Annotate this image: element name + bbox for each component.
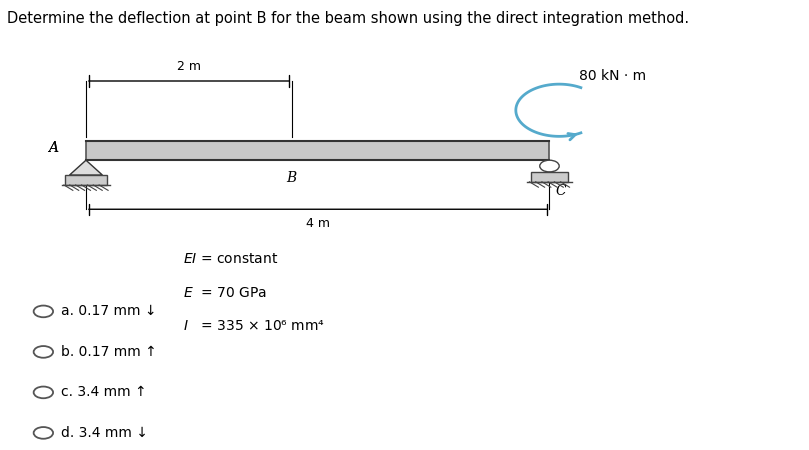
Text: $E$  = 70 GPa: $E$ = 70 GPa <box>183 286 267 300</box>
Circle shape <box>34 427 53 439</box>
Circle shape <box>540 160 559 172</box>
Text: b. 0.17 mm ↑: b. 0.17 mm ↑ <box>61 345 157 359</box>
Text: C: C <box>556 184 566 198</box>
FancyBboxPatch shape <box>86 141 549 160</box>
Text: $EI$ = constant: $EI$ = constant <box>183 252 278 266</box>
FancyBboxPatch shape <box>531 172 568 182</box>
Text: A: A <box>48 141 57 156</box>
Text: Determine the deflection at point B for the beam shown using the direct integrat: Determine the deflection at point B for … <box>7 11 689 26</box>
Text: c. 3.4 mm ↑: c. 3.4 mm ↑ <box>61 385 147 400</box>
FancyBboxPatch shape <box>66 175 107 185</box>
Circle shape <box>34 387 53 398</box>
Text: d. 3.4 mm ↓: d. 3.4 mm ↓ <box>61 426 148 440</box>
Text: 2 m: 2 m <box>176 60 201 73</box>
Text: a. 0.17 mm ↓: a. 0.17 mm ↓ <box>61 304 157 319</box>
Polygon shape <box>70 160 103 175</box>
Text: 4 m: 4 m <box>306 217 330 230</box>
Text: A: A <box>48 141 57 156</box>
Circle shape <box>34 346 53 358</box>
Text: 80 kN · m: 80 kN · m <box>579 69 646 84</box>
Circle shape <box>34 306 53 317</box>
Text: $I$   = 335 × 10⁶ mm⁴: $I$ = 335 × 10⁶ mm⁴ <box>183 320 325 333</box>
Text: B: B <box>286 171 297 185</box>
